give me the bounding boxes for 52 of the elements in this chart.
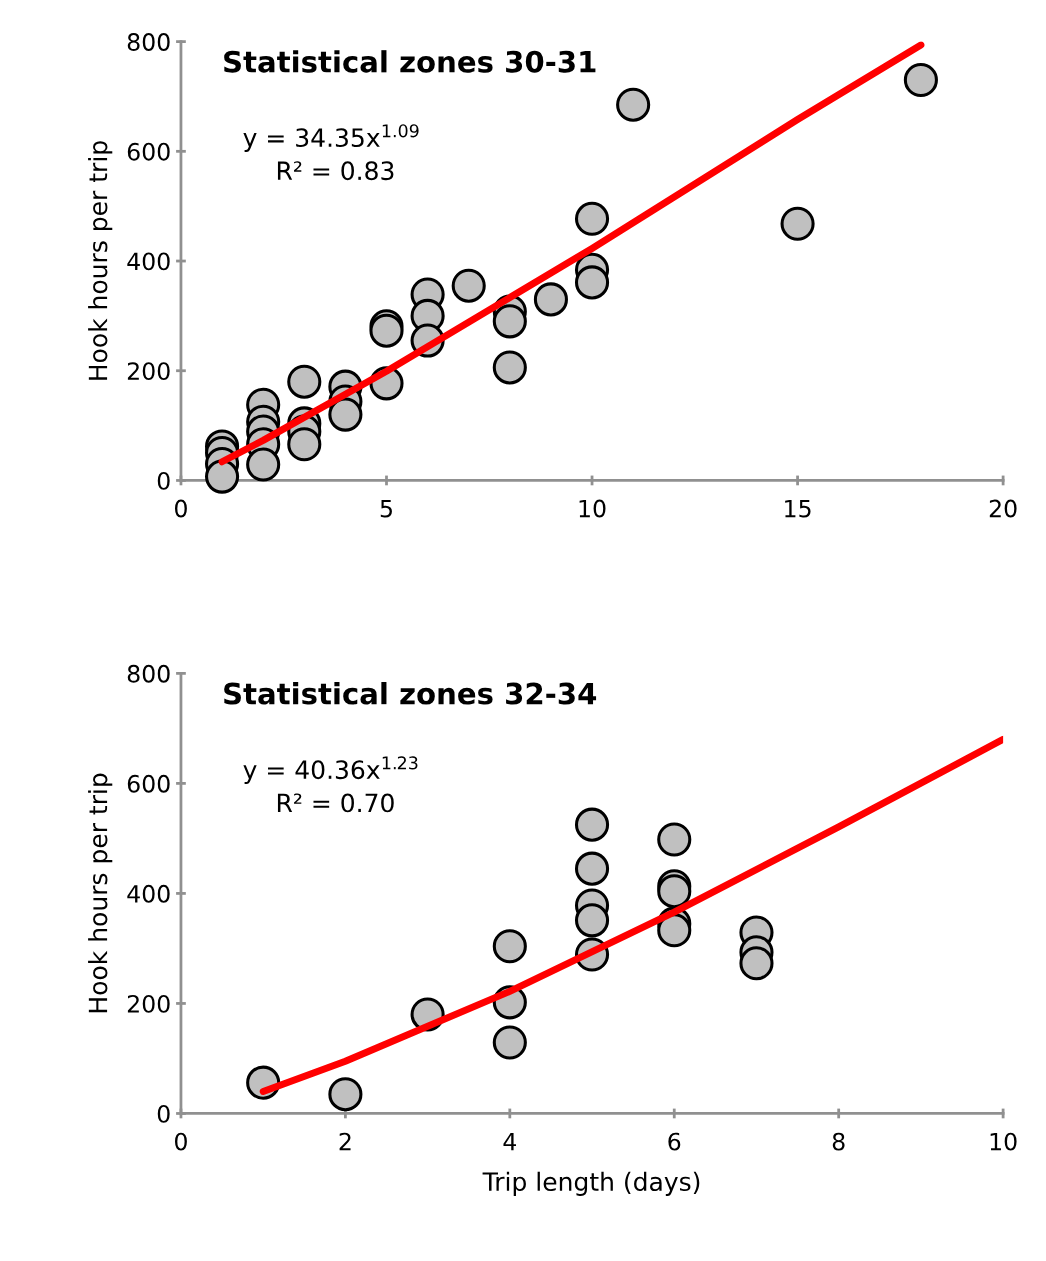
y-tick-label: 0 (157, 1104, 170, 1123)
point (492, 1025, 527, 1060)
point (492, 929, 527, 964)
point (780, 206, 815, 241)
y-tick-label: 200 (127, 994, 170, 1013)
annotation: y = 34.35x$^{1.09}$ (243, 124, 419, 152)
x-tick-label: 0 (175, 1132, 187, 1151)
point (657, 822, 692, 857)
y-tick-label: 400 (127, 884, 170, 903)
point (287, 364, 322, 399)
chart-title: Statistical zones 32-34 (224, 682, 597, 705)
point (574, 903, 610, 938)
annotation: R² = 0.83 (277, 161, 394, 181)
point (205, 459, 240, 494)
point (574, 201, 610, 236)
x-tick-label: 5 (380, 499, 392, 518)
y-axis-title: Hook hours per trip (88, 773, 113, 1013)
point (574, 851, 610, 886)
x-tick-label: 6 (668, 1132, 681, 1151)
point (451, 268, 486, 303)
point (328, 1077, 363, 1112)
y-tick-label: 800 (127, 33, 170, 51)
x-tick-label: 20 (989, 499, 1017, 518)
x-tick-label: 10 (990, 1132, 1017, 1151)
x-tick-label: 2 (339, 1132, 351, 1151)
point (328, 397, 363, 432)
point (246, 447, 281, 482)
x-tick-label: 4 (503, 1132, 517, 1151)
y-tick-label: 200 (127, 362, 170, 381)
point (287, 427, 322, 462)
x-tick-label: 0 (175, 499, 187, 518)
y-tick-label: 400 (127, 252, 170, 271)
x-tick-label: 10 (579, 499, 606, 518)
point (739, 946, 774, 981)
point (616, 87, 651, 122)
y-tick-label: 600 (127, 774, 170, 793)
point (903, 62, 938, 98)
x-tick-label: 15 (785, 499, 811, 518)
annotation: y = 40.36x$^{1.23}$ (243, 756, 418, 784)
point (533, 282, 568, 317)
chart-title: Statistical zones 30-31 (224, 50, 596, 73)
x-tick-label: 8 (832, 1132, 845, 1151)
y-tick-label: 600 (127, 142, 170, 161)
point (574, 807, 610, 842)
point (574, 265, 610, 300)
y-tick-label: 0 (157, 471, 170, 490)
y-tick-label: 800 (127, 664, 170, 683)
annotation: R² = 0.70 (277, 793, 394, 813)
point (492, 350, 527, 385)
point (492, 304, 527, 339)
y-axis-title: Hook hours per trip (88, 141, 113, 380)
x-axis-title: Trip length (days) (482, 1171, 700, 1196)
